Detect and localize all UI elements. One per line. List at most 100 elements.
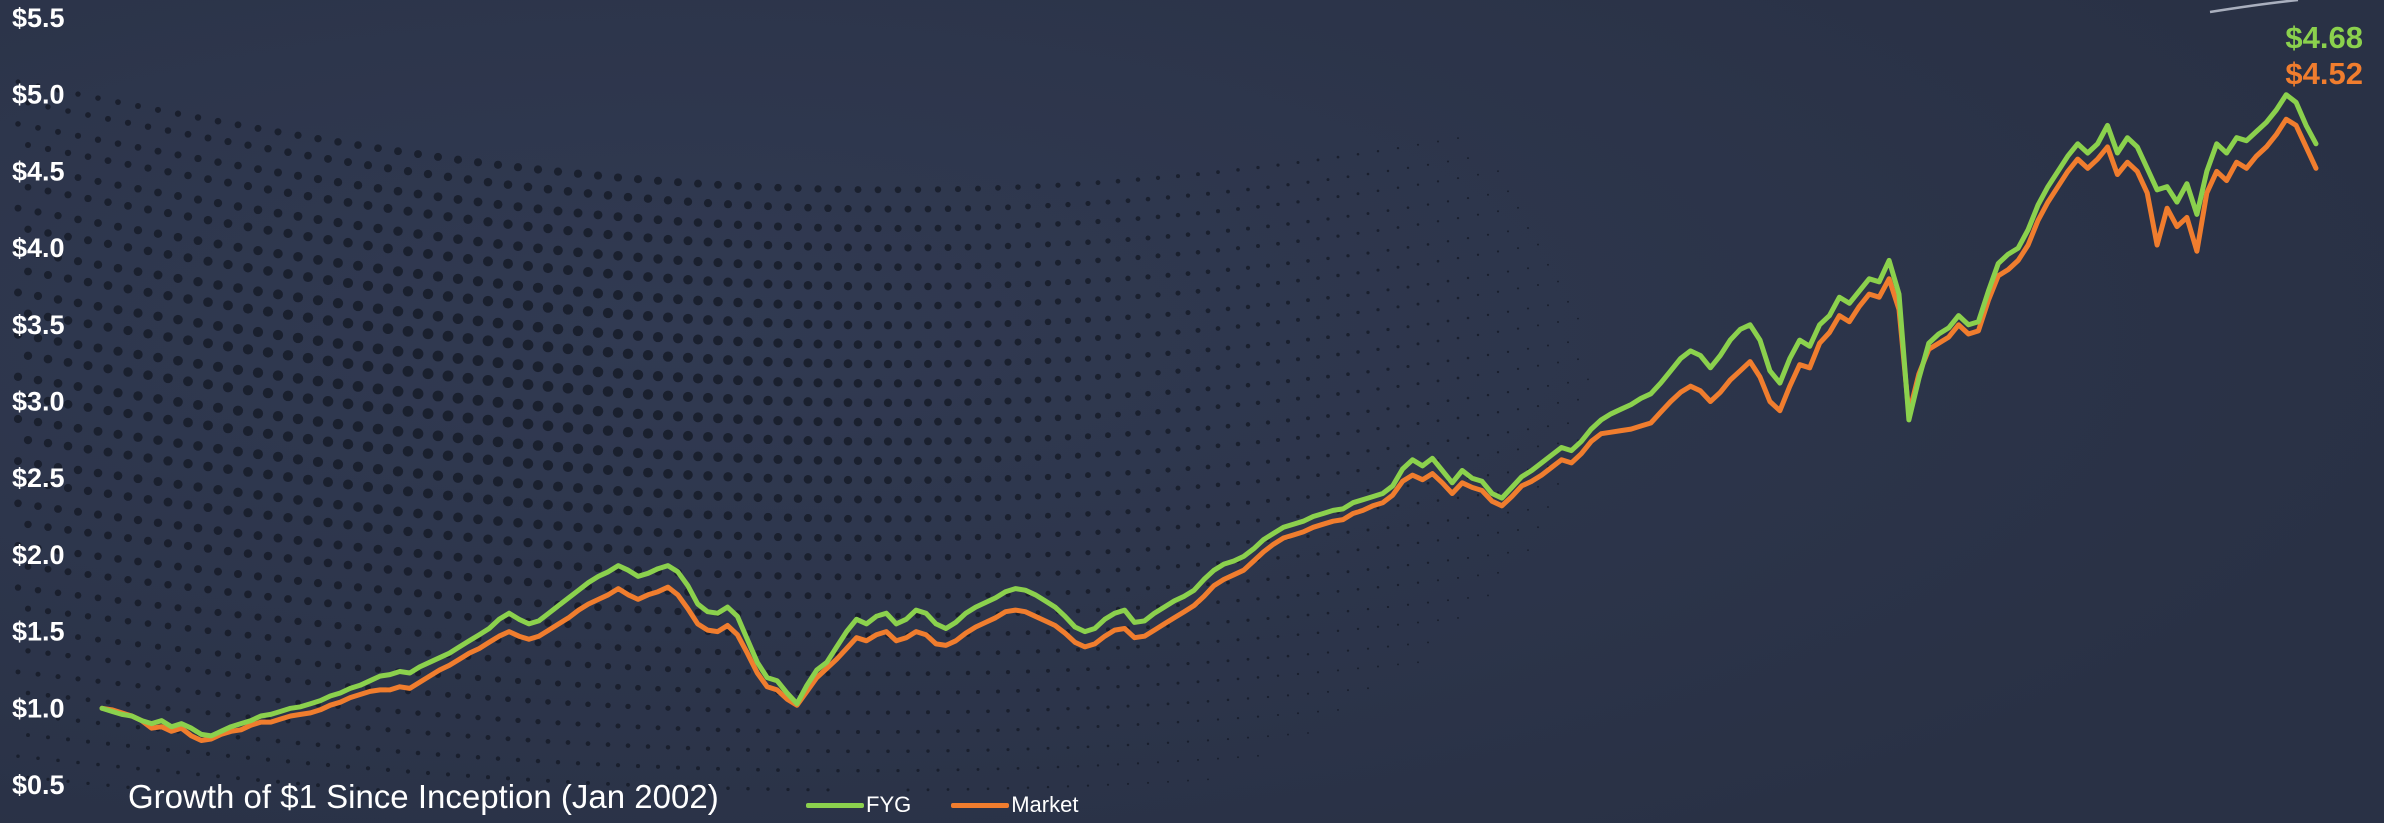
background-dot [184,130,192,138]
background-dot [1075,258,1081,265]
background-dot [572,286,584,297]
background-dot [974,417,982,425]
background-dot [984,204,992,211]
background-dot [1074,297,1082,304]
background-dot [1106,744,1110,748]
background-dot [242,385,254,396]
background-dot [1185,388,1191,394]
background-dot [743,356,753,366]
background-dot [1205,269,1211,275]
background-dot [125,701,131,707]
background-dot [723,472,733,482]
background-dot [523,538,533,548]
background-dot [362,481,374,492]
background-dot [1014,493,1022,501]
background-dot [904,244,912,252]
background-dot [1136,723,1140,726]
background-dot [873,456,883,465]
y-tick-label: $5.5 [12,3,65,33]
background-dot [623,192,633,202]
background-dot [723,277,733,287]
background-dot [1306,259,1310,263]
background-dot [203,544,213,553]
background-dot [1446,200,1450,203]
background-dot [1265,381,1271,386]
background-dot [472,315,484,327]
background-dot [194,565,202,574]
background-dot [95,95,101,101]
background-dot [713,335,723,346]
background-dot [513,202,523,212]
background-dot [1186,622,1190,627]
background-dot [613,173,623,182]
background-dot [1176,760,1180,763]
background-dot [565,700,571,706]
background-dot [185,708,191,714]
background-dot [205,751,211,756]
legend: FYG Market [806,792,1078,818]
background-dot [926,749,930,753]
background-dot [655,725,661,731]
background-dot [743,473,753,483]
background-dot [505,736,511,742]
background-dot [863,398,873,407]
background-dot [975,650,981,656]
background-dot [552,441,564,453]
background-dot [332,298,344,309]
background-dot [263,551,273,561]
background-dot [1125,548,1131,554]
background-dot [572,404,584,415]
background-dot [974,533,982,541]
background-dot [995,185,1001,191]
background-dot [1006,787,1010,790]
background-dot [894,534,902,542]
background-dot [214,608,222,617]
background-dot [915,651,921,657]
background-dot [165,747,171,752]
dot-pattern-background [13,79,1589,792]
background-dot [1526,387,1530,391]
background-dot [713,219,723,228]
background-dot [1215,404,1221,410]
background-dot [823,281,833,291]
background-dot [1054,414,1062,422]
background-dot [1195,562,1201,567]
background-dot [823,436,833,446]
background-dot [505,696,511,703]
background-dot [1155,447,1161,454]
background-dot [1155,331,1161,337]
background-dot [372,383,384,395]
background-dot [1366,212,1370,215]
background-dot [1165,311,1171,317]
background-dot [1074,374,1082,382]
background-dot [1346,609,1350,613]
background-dot [14,204,22,212]
background-dot [256,778,260,782]
background-dot [1386,288,1390,292]
background-dot [924,244,932,252]
background-dot [815,690,821,696]
background-dot [213,526,223,535]
background-dot [944,244,952,251]
background-dot [1044,357,1052,365]
background-dot [515,757,521,763]
background-dot [43,438,53,448]
background-dot [866,749,870,754]
background-dot [622,387,634,399]
background-dot [1577,317,1579,320]
background-dot [483,177,493,187]
background-dot [913,379,923,388]
background-dot [1156,682,1160,686]
background-dot [773,454,783,464]
background-dot [105,699,111,705]
background-dot [452,392,464,404]
background-dot [572,364,584,376]
background-dot [1036,688,1040,693]
background-dot [84,236,92,245]
background-dot [273,289,283,300]
background-dot [813,494,823,504]
background-dot [673,255,683,265]
background-dot [783,318,793,329]
background-dot [894,302,902,310]
background-dot [1366,330,1370,334]
